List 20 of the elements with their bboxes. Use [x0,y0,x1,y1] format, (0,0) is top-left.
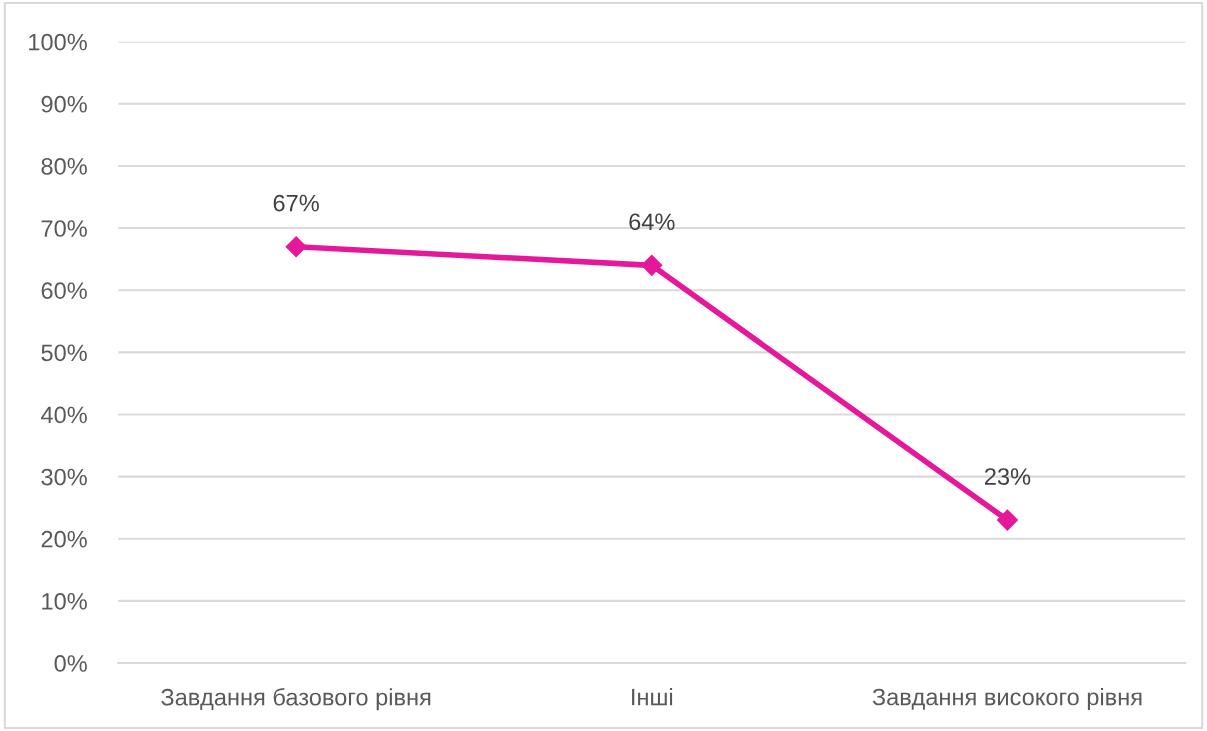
y-tick-label: 40% [41,406,87,424]
y-tick-label: 70% [41,220,87,237]
y-tick-label: 10% [42,592,87,610]
y-tick-label: 90% [41,95,87,113]
y-tick-label: 100% [29,33,87,51]
data-label: 67% [273,194,319,212]
point [285,236,307,258]
x-tick-label: Завдання базового рівня [161,688,431,711]
y-tick-label: 50% [41,344,87,362]
y-tick-label: 30% [41,468,87,486]
y-tick-label: 80% [41,158,87,175]
x-tick-label: Завдання високого рівня [872,688,1142,711]
point [996,509,1018,531]
data-label: 23% [985,468,1031,485]
x-tick-label: Інші [632,688,673,706]
y-tick-label: 20% [41,530,87,548]
point [641,254,663,276]
y-tick-label: 60% [41,282,87,299]
data-label: 64% [629,213,675,231]
y-tick-label: 0% [54,655,87,672]
